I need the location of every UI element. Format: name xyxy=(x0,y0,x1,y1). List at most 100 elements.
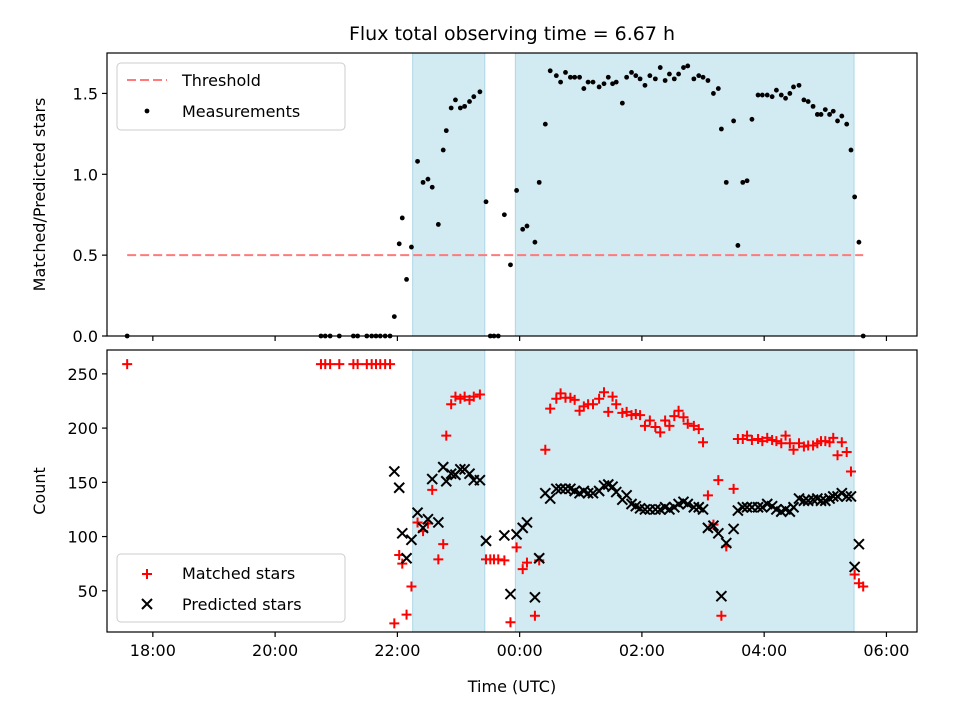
predicted-star-marker xyxy=(712,527,725,540)
predicted-star-marker xyxy=(732,504,744,517)
matched-star-marker xyxy=(389,618,400,629)
measurement-point xyxy=(856,239,862,245)
matched-star-marker xyxy=(406,581,417,592)
predicted-star-marker xyxy=(533,552,545,564)
predicted-star-marker xyxy=(587,487,599,499)
legend: Threshold Measurements xyxy=(116,62,346,131)
predicted-star-marker xyxy=(396,527,408,540)
matched-star-marker xyxy=(607,391,618,402)
matched-star-marker xyxy=(673,405,684,416)
measurement-point xyxy=(624,74,630,80)
matched-star-marker xyxy=(716,610,727,621)
predicted-star-marker xyxy=(405,534,418,546)
measurement-point xyxy=(696,73,702,79)
measurement-point xyxy=(547,68,553,74)
predicted-star-marker xyxy=(815,495,827,507)
measurement-point xyxy=(764,92,770,98)
x-tick-label: 22:00 xyxy=(374,641,420,660)
legend-box xyxy=(116,553,346,623)
predicted-star-marker xyxy=(388,465,401,478)
measurement-point xyxy=(749,116,755,122)
matched-star-marker xyxy=(644,415,655,426)
predicted-star-marker xyxy=(582,487,594,499)
predicted-star-marker xyxy=(787,501,800,513)
predicted-star-marker xyxy=(400,552,413,564)
y-tick-label: 0.0 xyxy=(73,327,98,346)
legend-predicted-swatch xyxy=(141,598,153,610)
measurement-point xyxy=(462,103,468,109)
measurement-point xyxy=(471,94,477,100)
matched-star-marker xyxy=(493,554,504,565)
measurement-point xyxy=(783,95,788,101)
top-panel: 0.0 0.5 1.0 1.5 Matched/Predicted stars Thres… xyxy=(30,52,918,346)
measurement-point xyxy=(409,244,414,250)
measurement-point xyxy=(667,71,672,77)
matched-star-marker xyxy=(401,609,412,620)
measurement-point xyxy=(619,100,625,106)
measurement-point xyxy=(443,128,449,134)
measurement-point xyxy=(396,241,402,247)
measurement-point xyxy=(839,113,845,119)
measurement-point xyxy=(477,89,483,95)
measurement-point xyxy=(773,87,779,93)
y-axis-label: Matched/Predicted stars xyxy=(30,98,49,292)
measurement-point xyxy=(676,71,681,77)
y-tick-label: 200 xyxy=(67,419,98,438)
measurement-point xyxy=(715,86,721,91)
matched-star-marker xyxy=(713,475,724,486)
predicted-star-marker xyxy=(440,475,452,487)
legend-matched-label: Matched stars xyxy=(182,564,295,583)
chart-title: Flux total observing time = 6.67 h xyxy=(349,23,675,45)
measurement-point xyxy=(787,91,793,96)
matched-star-marker xyxy=(693,424,704,435)
measurement-point xyxy=(542,121,548,127)
measurement-point xyxy=(453,97,458,103)
legend-measurement-swatch xyxy=(144,108,150,114)
predicted-star-marker xyxy=(697,503,709,516)
matched-star-marker xyxy=(427,484,438,495)
matched-star-marker xyxy=(780,430,791,441)
predicted-star-marker xyxy=(649,503,662,516)
predicted-star-marker xyxy=(454,463,467,476)
matched-star-marker xyxy=(334,359,345,370)
predicted-star-marker xyxy=(550,483,563,495)
measurement-point xyxy=(536,179,542,185)
matched-star-marker xyxy=(845,466,856,477)
y-tick-label: 1.5 xyxy=(73,84,98,103)
measurement-point xyxy=(457,105,463,111)
matched-star-marker xyxy=(540,444,551,455)
measurement-point xyxy=(425,176,431,182)
x-tick-label: 20:00 xyxy=(252,641,298,660)
measurement-point xyxy=(759,92,765,98)
matched-star-marker xyxy=(569,394,580,405)
predicted-star-marker xyxy=(480,535,492,547)
measurement-point xyxy=(577,74,582,80)
x-axis-label: Time (UTC) xyxy=(467,677,556,696)
measurement-point xyxy=(585,79,591,85)
measurement-point xyxy=(657,65,663,70)
y-tick-label: 50 xyxy=(78,582,98,601)
series-matched-stars xyxy=(122,359,869,629)
predicted-star-marker xyxy=(393,482,405,494)
measurement-point xyxy=(801,97,807,103)
measurement-point xyxy=(467,99,472,104)
predicted-star-marker xyxy=(606,480,619,493)
matched-star-marker xyxy=(446,399,457,410)
matched-star-marker xyxy=(664,420,675,431)
predicted-star-marker xyxy=(432,516,445,529)
measurement-point xyxy=(844,121,850,127)
measurement-point xyxy=(830,108,836,114)
measurement-point xyxy=(558,79,563,85)
measurement-point xyxy=(391,314,397,319)
measurement-point xyxy=(848,147,854,153)
predicted-star-marker xyxy=(529,591,541,603)
predicted-star-marker xyxy=(727,523,740,535)
predicted-star-marker xyxy=(853,538,865,550)
matched-star-marker xyxy=(776,438,787,449)
measurement-point xyxy=(415,158,420,164)
predicted-star-marker xyxy=(422,513,434,525)
measurement-point xyxy=(601,81,607,87)
measurement-point xyxy=(483,199,489,205)
predicted-star-marker xyxy=(827,490,839,503)
